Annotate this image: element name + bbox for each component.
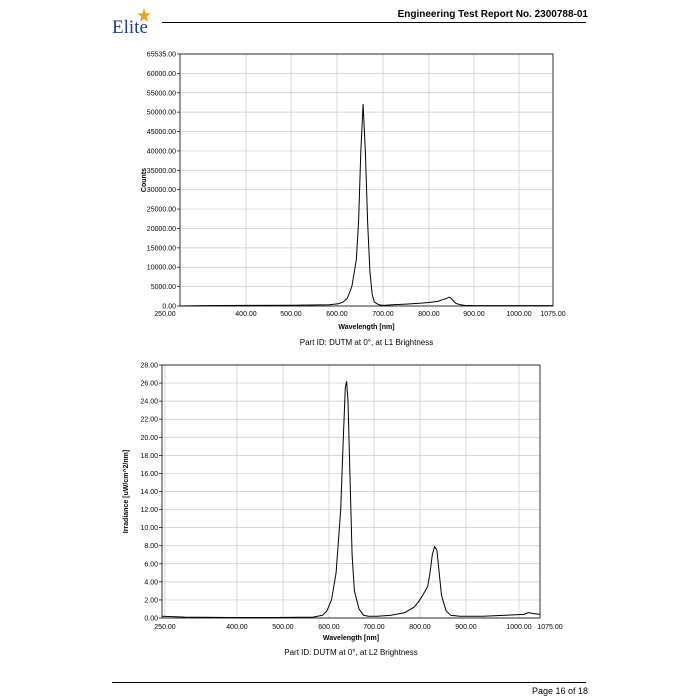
y-tick-label: 0.00 bbox=[144, 616, 158, 623]
footer-rule bbox=[112, 682, 586, 683]
x-axis-label: Wavelength [nm] bbox=[338, 324, 394, 331]
y-tick-label: 4.00 bbox=[144, 579, 158, 586]
y-tick-label: 10000.00 bbox=[147, 265, 176, 272]
x-tick-label: 800.00 bbox=[418, 311, 440, 318]
x-tick-label: 250.00 bbox=[154, 624, 176, 631]
x-tick-label: 600.00 bbox=[318, 624, 340, 631]
plot-frame bbox=[161, 364, 541, 619]
x-tick-label: 250.00 bbox=[154, 311, 176, 318]
y-tick-label: 10.00 bbox=[140, 525, 158, 532]
y-axis-label: Irradiance [uW/cm^2/nm] bbox=[122, 450, 130, 533]
spectrum-line bbox=[161, 381, 541, 618]
y-tick-label: 8.00 bbox=[144, 543, 158, 550]
report-title: Engineering Test Report No. 2300788-01 bbox=[397, 9, 588, 20]
x-tick-label: 500.00 bbox=[280, 311, 302, 318]
x-axis-label: Wavelength [nm] bbox=[323, 635, 379, 642]
y-tick-label: 16.00 bbox=[140, 471, 158, 478]
elite-logo: Elite bbox=[112, 8, 162, 40]
plot-frame bbox=[179, 53, 554, 307]
header-rule bbox=[162, 22, 586, 23]
y-tick-label: 5000.00 bbox=[151, 284, 176, 291]
x-tick-label: 500.00 bbox=[272, 624, 294, 631]
x-tick-label: 1000.00 bbox=[506, 311, 531, 318]
y-tick-label: 20000.00 bbox=[147, 226, 176, 233]
y-tick-label: 6.00 bbox=[144, 561, 158, 568]
x-tick-label: 600.00 bbox=[326, 311, 348, 318]
x-tick-label: 1000.00 bbox=[506, 624, 531, 631]
y-tick-label: 35000.00 bbox=[147, 168, 176, 175]
x-tick-label: 800.00 bbox=[409, 624, 431, 631]
y-tick-label: 60000.00 bbox=[147, 71, 176, 78]
y-tick-label: 24.00 bbox=[140, 399, 158, 406]
x-tick-label: 700.00 bbox=[363, 624, 385, 631]
page-number: Page 16 of 18 bbox=[531, 686, 588, 696]
y-tick-label: 40000.00 bbox=[147, 148, 176, 155]
y-tick-label: 25000.00 bbox=[147, 207, 176, 214]
y-tick-label: 14.00 bbox=[140, 489, 158, 496]
y-tick-label: 15000.00 bbox=[147, 245, 176, 252]
y-tick-label: 30000.00 bbox=[147, 187, 176, 194]
chart-caption: Part ID: DUTM at 0°, at L2 Brightness bbox=[284, 648, 417, 657]
y-tick-label: 28.00 bbox=[140, 363, 158, 370]
y-tick-label: 12.00 bbox=[140, 507, 158, 514]
x-tick-label: 400.00 bbox=[226, 624, 248, 631]
x-tick-label: 1075.00 bbox=[537, 624, 562, 631]
x-tick-label: 400.00 bbox=[235, 311, 257, 318]
x-tick-label: 900.00 bbox=[455, 624, 477, 631]
spectrum-line bbox=[179, 104, 553, 307]
y-tick-label: 26.00 bbox=[140, 381, 158, 388]
y-tick-label: 20.00 bbox=[140, 435, 158, 442]
y-tick-label: 2.00 bbox=[144, 597, 158, 604]
y-tick-label: 18.00 bbox=[140, 453, 158, 460]
x-tick-label: 900.00 bbox=[463, 311, 485, 318]
y-tick-label: 65535.00 bbox=[147, 52, 176, 59]
x-tick-label: 700.00 bbox=[372, 311, 394, 318]
y-tick-label: 0.00 bbox=[162, 304, 176, 311]
y-tick-label: 50000.00 bbox=[147, 110, 176, 117]
y-tick-label: 45000.00 bbox=[147, 129, 176, 136]
x-tick-label: 1075.00 bbox=[540, 311, 565, 318]
y-tick-label: 22.00 bbox=[140, 417, 158, 424]
y-axis-label: Counts bbox=[141, 168, 148, 192]
logo-text: Elite bbox=[112, 17, 148, 38]
chart-caption: Part ID: DUTM at 0°, at L1 Brightness bbox=[300, 338, 433, 347]
y-tick-label: 55000.00 bbox=[147, 90, 176, 97]
logo-star-icon bbox=[137, 8, 151, 22]
